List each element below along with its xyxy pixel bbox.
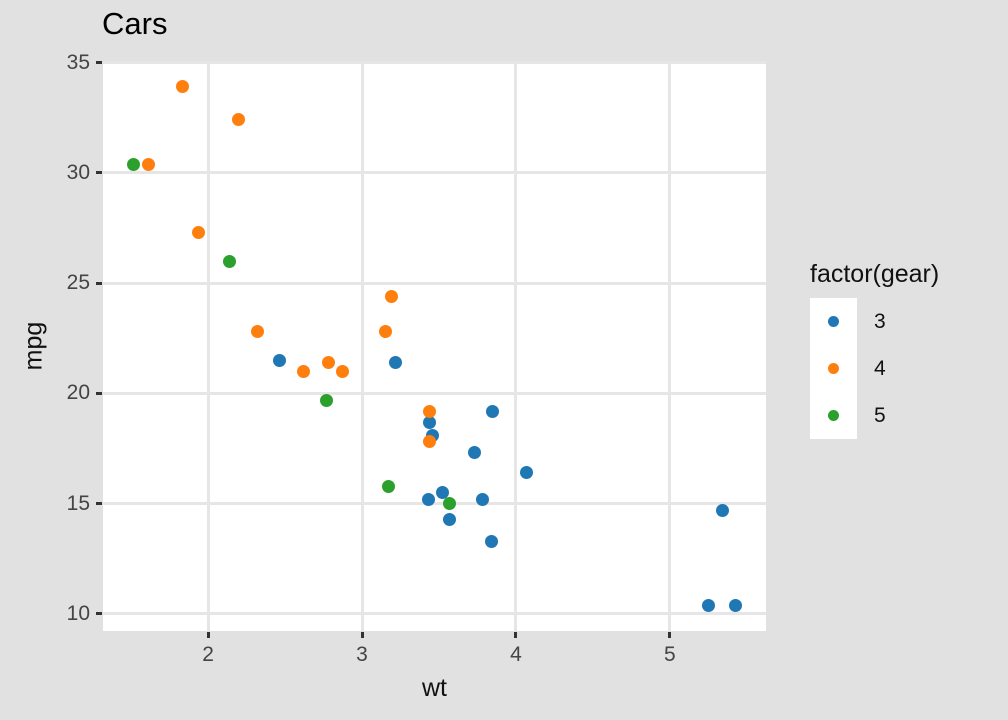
plot-panel <box>103 61 766 631</box>
legend-entry-3: 3 <box>810 298 886 345</box>
data-point-gear-4 <box>250 325 264 339</box>
x-tick-mark <box>668 632 672 638</box>
y-tick-label: 10 <box>66 601 90 625</box>
data-point-gear-4 <box>191 225 205 239</box>
data-point-gear-3 <box>467 446 481 460</box>
data-point-gear-4 <box>336 364 350 378</box>
y-gridline <box>103 502 766 506</box>
data-point-gear-3 <box>435 486 449 500</box>
y-tick-label: 30 <box>66 160 90 184</box>
data-point-gear-3 <box>422 492 436 506</box>
x-gridline <box>206 61 210 631</box>
x-tick-label: 5 <box>663 643 676 666</box>
y-tick-label: 20 <box>66 381 90 405</box>
data-point-gear-3 <box>273 353 287 367</box>
legend-entry-4: 4 <box>810 345 886 392</box>
data-point-gear-4 <box>297 364 311 378</box>
y-axis-title: mpg <box>19 321 48 371</box>
legend: factor(gear) 3 4 5 <box>810 260 939 439</box>
y-tick-mark <box>96 171 102 175</box>
data-point-gear-5 <box>320 393 334 407</box>
legend-key-swatch <box>810 392 857 439</box>
y-tick-mark <box>96 612 102 616</box>
legend-label: 3 <box>874 309 886 333</box>
data-point-gear-5 <box>443 497 457 511</box>
data-point-gear-3 <box>475 492 489 506</box>
data-point-gear-3 <box>520 466 534 480</box>
data-point-gear-3 <box>485 404 499 418</box>
legend-entries: 3 4 5 <box>810 298 886 439</box>
legend-label: 4 <box>874 356 886 380</box>
x-tick-label: 4 <box>510 643 522 666</box>
x-gridline <box>514 61 518 631</box>
legend-key-swatch <box>810 298 857 345</box>
legend-title: factor(gear) <box>810 260 940 288</box>
y-tick-label: 15 <box>66 491 90 515</box>
data-point-gear-5 <box>223 254 237 268</box>
data-point-gear-4 <box>378 325 392 339</box>
data-point-gear-3 <box>423 415 437 429</box>
y-gridline <box>103 171 766 175</box>
y-tick-mark <box>96 281 102 285</box>
x-tick-label: 2 <box>202 643 214 666</box>
legend-dot-icon <box>828 316 839 327</box>
x-gridline <box>668 61 672 631</box>
data-point-gear-3 <box>728 598 742 612</box>
data-point-gear-4 <box>423 404 437 418</box>
legend-dot-icon <box>828 410 839 421</box>
x-tick-label: 3 <box>356 643 368 666</box>
data-point-gear-4 <box>423 435 437 449</box>
data-point-gear-3 <box>716 503 730 517</box>
data-point-gear-4 <box>232 113 246 127</box>
y-tick-label: 25 <box>66 271 90 295</box>
x-tick-mark <box>206 632 210 638</box>
x-tick-mark <box>514 632 518 638</box>
y-tick-mark <box>96 391 102 395</box>
data-point-gear-4 <box>176 80 190 94</box>
data-point-gear-5 <box>381 479 395 493</box>
data-point-gear-3 <box>701 598 715 612</box>
data-point-gear-3 <box>484 534 498 548</box>
legend-key-swatch <box>810 345 857 392</box>
plot-title: Cars <box>102 6 168 41</box>
y-gridline <box>103 61 766 65</box>
x-tick-mark <box>360 632 364 638</box>
y-tick-label: 35 <box>66 50 90 74</box>
y-gridline <box>103 612 766 616</box>
data-point-gear-3 <box>388 356 402 370</box>
x-gridline <box>360 61 364 631</box>
data-point-gear-4 <box>142 157 156 171</box>
data-point-gear-5 <box>126 157 140 171</box>
legend-label: 5 <box>874 403 886 427</box>
data-point-gear-4 <box>384 289 398 303</box>
data-point-gear-3 <box>443 512 457 526</box>
y-gridline <box>103 281 766 285</box>
y-tick-mark <box>96 502 102 506</box>
data-point-gear-4 <box>321 356 335 370</box>
x-axis-title: wt <box>422 674 447 702</box>
y-tick-mark <box>96 61 102 65</box>
y-gridline <box>103 391 766 395</box>
legend-dot-icon <box>828 363 839 374</box>
legend-entry-5: 5 <box>810 392 886 439</box>
